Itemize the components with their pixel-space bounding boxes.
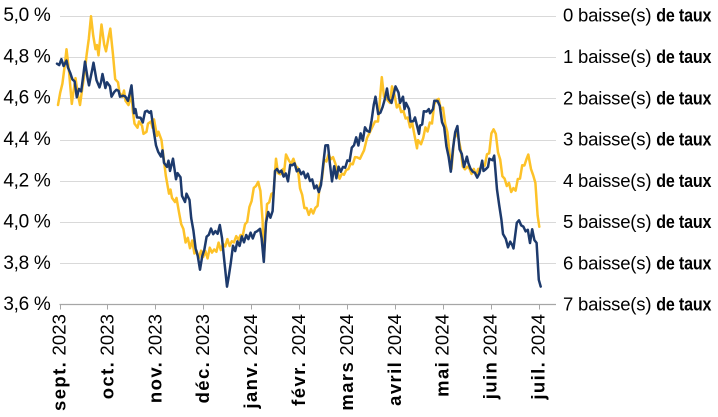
svg-text:juin 2024: juin 2024	[480, 314, 501, 400]
svg-text:3 baisse(s) de taux: 3 baisse(s) de taux	[563, 129, 712, 150]
svg-text:4,4 %: 4,4 %	[3, 129, 50, 150]
svg-text:6 baisse(s) de taux: 6 baisse(s) de taux	[563, 252, 712, 273]
svg-text:sept. 2023: sept. 2023	[49, 314, 70, 411]
svg-text:7 baisse(s) de taux: 7 baisse(s) de taux	[563, 294, 712, 315]
svg-text:4 baisse(s) de taux: 4 baisse(s) de taux	[563, 170, 712, 191]
svg-text:4,6 %: 4,6 %	[3, 88, 50, 109]
svg-text:déc. 2023: déc. 2023	[192, 314, 213, 403]
svg-text:oct. 2023: oct. 2023	[96, 314, 117, 399]
svg-text:janv. 2024: janv. 2024	[240, 314, 261, 410]
svg-text:3,8 %: 3,8 %	[3, 253, 50, 274]
svg-text:2 baisse(s) de taux: 2 baisse(s) de taux	[563, 87, 712, 108]
svg-text:4,8 %: 4,8 %	[3, 46, 50, 67]
svg-text:févr. 2024: févr. 2024	[288, 314, 309, 406]
svg-text:4,0 %: 4,0 %	[3, 212, 50, 233]
svg-text:nov. 2023: nov. 2023	[144, 314, 165, 403]
svg-text:avril 2024: avril 2024	[384, 314, 405, 406]
svg-text:1 baisse(s) de taux: 1 baisse(s) de taux	[563, 46, 712, 67]
svg-text:5 baisse(s) de taux: 5 baisse(s) de taux	[563, 211, 712, 232]
svg-text:mars 2024: mars 2024	[336, 314, 357, 411]
svg-text:mai 2024: mai 2024	[432, 314, 453, 397]
svg-text:4,2 %: 4,2 %	[3, 170, 50, 191]
svg-text:juil. 2024: juil. 2024	[528, 314, 549, 401]
svg-text:5,0 %: 5,0 %	[3, 5, 50, 26]
svg-text:3,6 %: 3,6 %	[3, 294, 50, 315]
svg-text:0 baisse(s) de taux: 0 baisse(s) de taux	[563, 5, 712, 26]
